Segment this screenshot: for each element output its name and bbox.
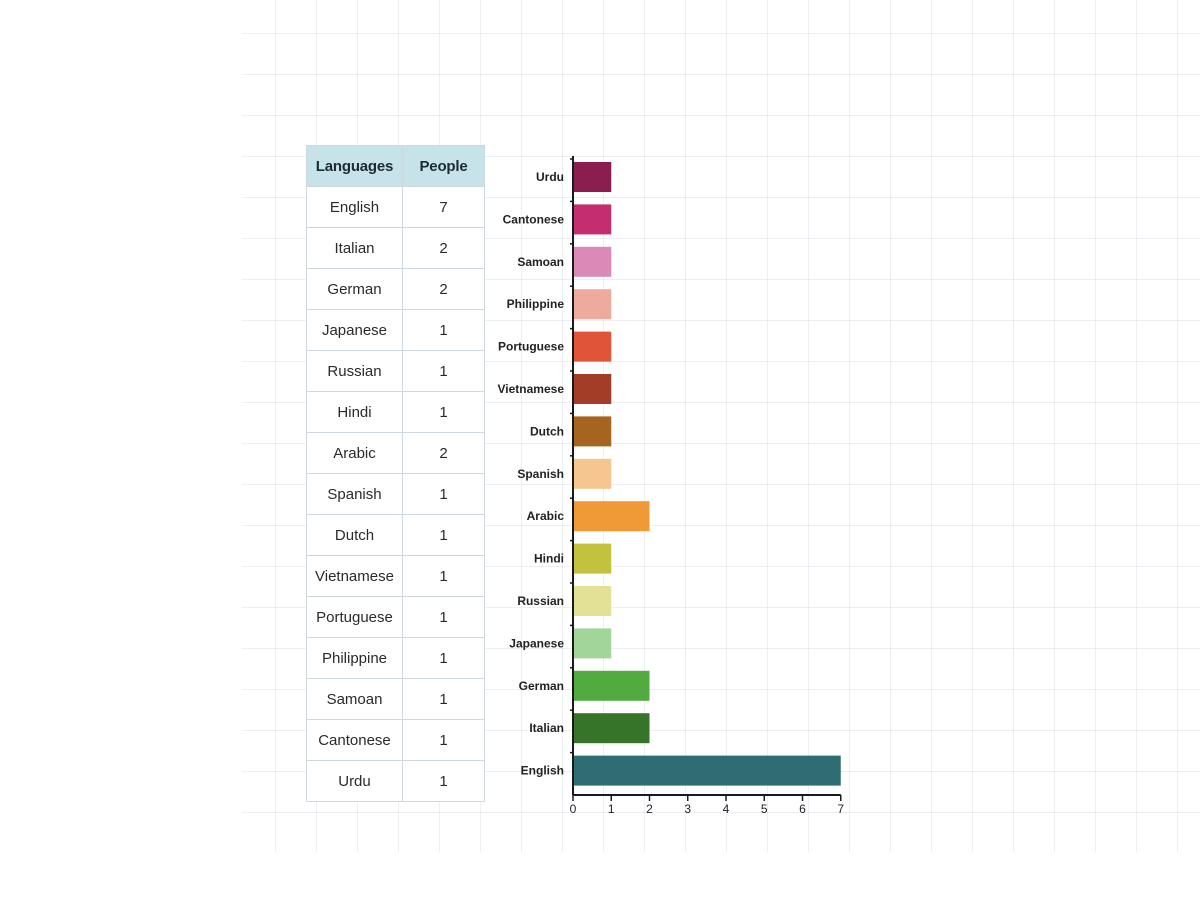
cell-people: 1 xyxy=(402,391,485,433)
cell-language: Spanish xyxy=(306,473,403,515)
bar-hindi xyxy=(573,543,612,574)
table-row: Russian 1 xyxy=(306,350,485,392)
cell-language: Arabic xyxy=(306,432,403,474)
language-bar-chart: Urdu Cantonese Samoan Philippine Portuguese V… xyxy=(498,156,844,816)
bar-arabic xyxy=(573,501,650,532)
table-row: English 7 xyxy=(306,186,485,228)
category-label: Spanish xyxy=(517,467,564,481)
cell-language: Vietnamese xyxy=(306,555,403,597)
cell-people: 2 xyxy=(402,227,485,269)
bar-samoan xyxy=(573,246,612,277)
table-row: German 2 xyxy=(306,268,485,310)
table-row: Hindi 1 xyxy=(306,391,485,433)
category-label: Dutch xyxy=(530,424,564,438)
bars-group xyxy=(573,162,841,786)
x-tick-label: 7 xyxy=(837,802,844,816)
table-row: Philippine 1 xyxy=(306,637,485,679)
header-languages: Languages xyxy=(306,145,403,187)
category-label: English xyxy=(521,764,564,778)
category-label: Portuguese xyxy=(498,340,564,354)
languages-table: Languages People English 7 Italian 2 German 2… xyxy=(306,145,485,802)
cell-language: Urdu xyxy=(306,760,403,802)
x-axis-ticks: 0 1 2 3 4 5 6 7 xyxy=(570,795,844,816)
table-row: Vietnamese 1 xyxy=(306,555,485,597)
cell-language: Cantonese xyxy=(306,719,403,761)
cell-people: 7 xyxy=(402,186,485,228)
category-label: Italian xyxy=(529,721,564,735)
x-tick-label: 6 xyxy=(799,802,806,816)
bar-dutch xyxy=(573,416,612,447)
x-tick-label: 1 xyxy=(608,802,615,816)
table-row: Dutch 1 xyxy=(306,514,485,556)
category-label: Samoan xyxy=(517,255,564,269)
cell-language: German xyxy=(306,268,403,310)
bar-german xyxy=(573,670,650,701)
category-label: Vietnamese xyxy=(498,382,565,396)
table-row: Cantonese 1 xyxy=(306,719,485,761)
cell-language: Dutch xyxy=(306,514,403,556)
cell-language: Philippine xyxy=(306,637,403,679)
cell-people: 1 xyxy=(402,473,485,515)
table-row: Spanish 1 xyxy=(306,473,485,515)
bar-vietnamese xyxy=(573,374,612,404)
cell-language: Russian xyxy=(306,350,403,392)
category-labels: Urdu Cantonese Samoan Philippine Portuguese V… xyxy=(498,158,573,778)
bar-spanish xyxy=(573,458,612,489)
x-tick-label: 2 xyxy=(646,802,653,816)
category-label: Philippine xyxy=(507,297,565,311)
bar-cantonese xyxy=(573,204,612,235)
cell-people: 1 xyxy=(402,719,485,761)
bar-english xyxy=(573,755,841,786)
x-tick-label: 4 xyxy=(723,802,730,816)
table-row: Urdu 1 xyxy=(306,760,485,802)
cell-language: Japanese xyxy=(306,309,403,351)
bar-russian xyxy=(573,586,612,616)
category-label: German xyxy=(519,679,564,693)
x-tick-label: 0 xyxy=(570,802,577,816)
category-label: Arabic xyxy=(527,509,565,523)
cell-people: 1 xyxy=(402,309,485,351)
category-label: Urdu xyxy=(536,170,564,184)
x-tick-label: 3 xyxy=(684,802,691,816)
table-row: Japanese 1 xyxy=(306,309,485,351)
cell-language: Hindi xyxy=(306,391,403,433)
category-label: Japanese xyxy=(509,636,564,650)
cell-people: 2 xyxy=(402,268,485,310)
category-label: Russian xyxy=(517,594,564,608)
table-row: Portuguese 1 xyxy=(306,596,485,638)
cell-language: English xyxy=(306,186,403,228)
bar-italian xyxy=(573,713,650,744)
cell-people: 2 xyxy=(402,432,485,474)
cell-people: 1 xyxy=(402,678,485,720)
bar-japanese xyxy=(573,628,612,659)
category-label: Cantonese xyxy=(503,212,565,226)
category-label: Hindi xyxy=(534,552,564,566)
table-row: Italian 2 xyxy=(306,227,485,269)
cell-people: 1 xyxy=(402,637,485,679)
x-tick-label: 5 xyxy=(761,802,768,816)
cell-language: Samoan xyxy=(306,678,403,720)
cell-language: Italian xyxy=(306,227,403,269)
table-row: Arabic 2 xyxy=(306,432,485,474)
table-header-row: Languages People xyxy=(306,145,485,187)
bar-philippine xyxy=(573,289,612,320)
table-row: Samoan 1 xyxy=(306,678,485,720)
cell-people: 1 xyxy=(402,514,485,556)
cell-people: 1 xyxy=(402,596,485,638)
cell-language: Portuguese xyxy=(306,596,403,638)
cell-people: 1 xyxy=(402,350,485,392)
cell-people: 1 xyxy=(402,555,485,597)
header-people: People xyxy=(402,145,485,187)
cell-people: 1 xyxy=(402,760,485,802)
bar-portuguese xyxy=(573,331,612,362)
bar-urdu xyxy=(573,162,612,192)
